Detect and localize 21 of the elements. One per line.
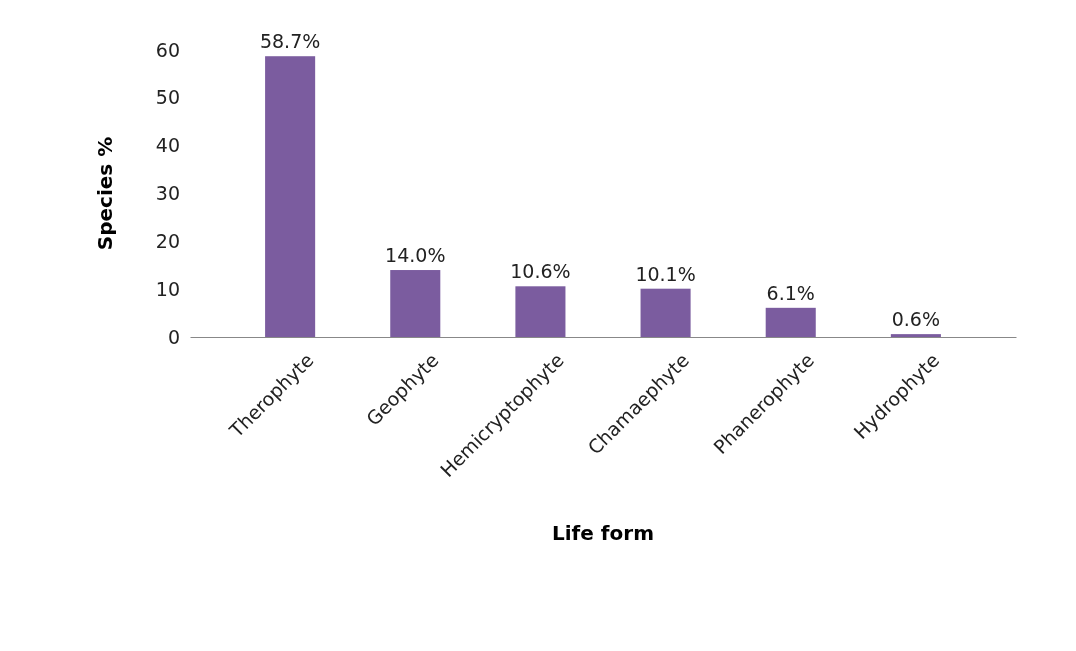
bar [390,270,441,337]
bar [265,56,316,337]
y-tick-label: 40 [155,134,180,157]
y-tick-label: 30 [155,182,180,205]
bar [640,288,691,337]
y-tick-label: 50 [155,86,180,109]
data-label: 58.7% [259,30,321,53]
bar [515,286,566,337]
bar [765,307,816,337]
data-label: 10.6% [510,260,571,283]
data-label: 6.1% [766,281,815,304]
y-tick-label: 10 [155,277,180,300]
y-tick-label: 20 [155,229,180,252]
y-tick-label: 0 [167,325,180,348]
y-axis-title: Species % [93,136,117,251]
data-label: 14.0% [385,244,446,267]
bar [890,334,941,337]
data-label: 10.1% [635,262,696,285]
y-tick-label: 60 [155,38,180,61]
x-axis-title: Life form [552,521,654,545]
data-label: 0.6% [891,308,941,331]
